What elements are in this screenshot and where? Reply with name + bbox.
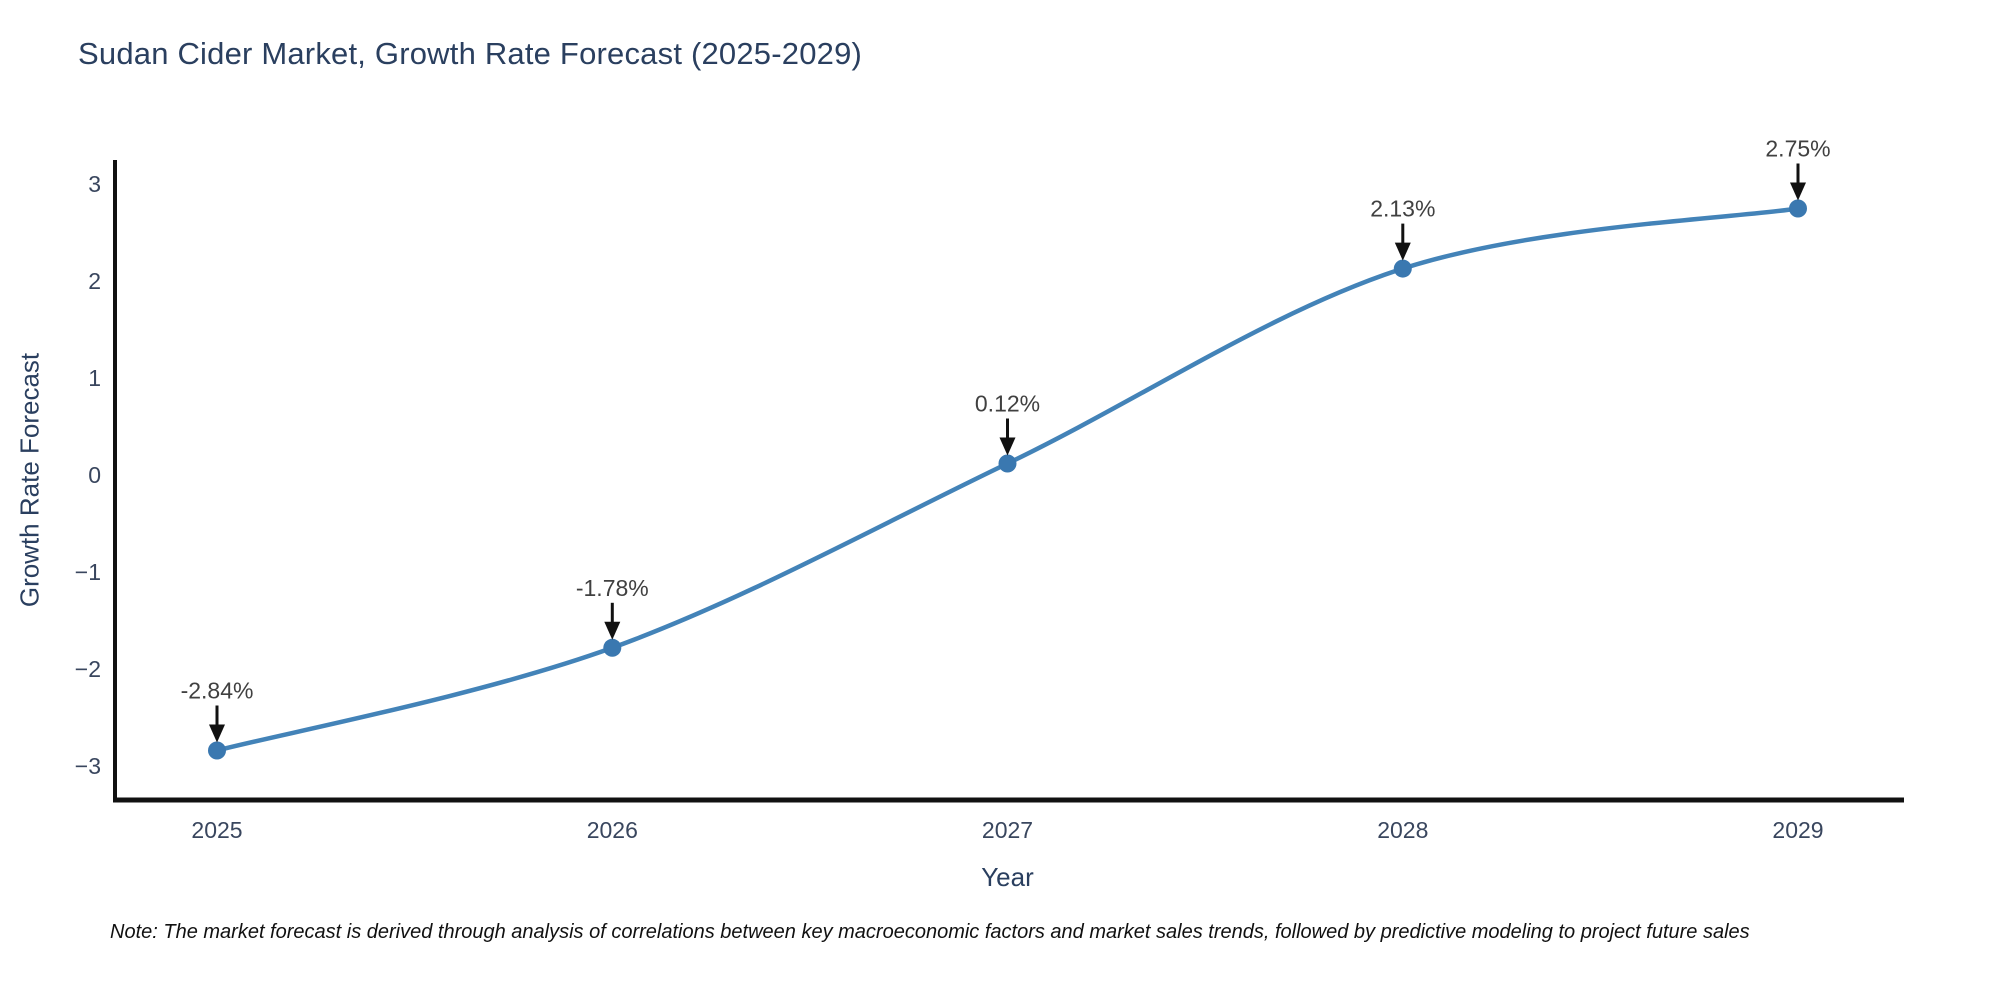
y-tick-label: 2 — [88, 268, 101, 294]
x-tick-label: 2029 — [1772, 817, 1823, 843]
point-annotation: -2.84% — [181, 678, 254, 704]
y-tick-label: 3 — [88, 171, 101, 197]
data-point-marker — [998, 454, 1017, 473]
y-tick-label: 0 — [88, 462, 101, 488]
footnote: Note: The market forecast is derived thr… — [110, 921, 1750, 943]
y-tick-label: −3 — [75, 753, 101, 779]
data-point-marker — [208, 741, 226, 760]
x-tick-label: 2025 — [191, 817, 242, 843]
point-annotation: 2.75% — [1765, 136, 1830, 162]
y-tick-label: −1 — [75, 559, 101, 585]
data-point-marker — [1393, 259, 1412, 278]
annotation-arrowhead — [1394, 242, 1411, 261]
x-tick-label: 2028 — [1377, 817, 1428, 843]
data-point-marker — [603, 638, 622, 657]
x-tick-label: 2026 — [587, 817, 638, 843]
line-series-path — [214, 206, 1801, 753]
annotation-arrowhead — [209, 724, 225, 743]
x-tick-label: 2027 — [982, 817, 1033, 843]
point-annotation: 2.13% — [1370, 196, 1435, 222]
point-annotation: 0.12% — [975, 391, 1040, 417]
chart-title: Sudan Cider Market, Growth Rate Forecast… — [78, 36, 863, 71]
x-axis-title: Year — [981, 862, 1034, 892]
data-point-marker — [1789, 199, 1807, 218]
y-tick-label: 1 — [88, 365, 101, 391]
y-tick-label: −2 — [75, 656, 101, 682]
annotation-arrowhead — [999, 437, 1016, 456]
annotation-arrowhead — [604, 621, 621, 640]
annotation-arrowhead — [1790, 182, 1806, 201]
point-annotation: -1.78% — [576, 575, 649, 601]
